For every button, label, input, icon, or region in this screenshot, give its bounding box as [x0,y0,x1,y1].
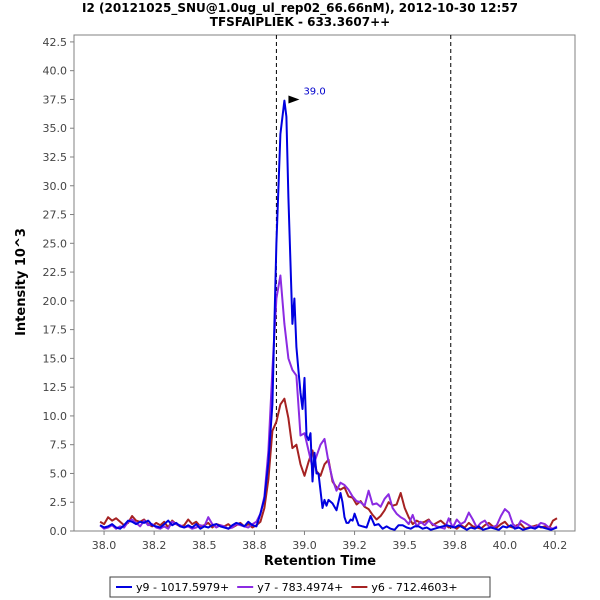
legend-entry: y7 - 783.4974+ [257,581,343,594]
x-tick-label: 38.8 [242,539,267,552]
legend: y9 - 1017.5979+ y7 - 783.4974+ y6 - 712.46… [109,576,491,598]
y-tick-label: 40.0 [43,65,68,78]
peak-annotation-label: 39.0 [303,86,325,97]
y-tick-label: 37.5 [43,93,68,106]
chart-title: I2 (20121025_SNU@1.0ug_ul_rep02_66.66nM)… [82,1,518,16]
y-tick-label: 30.0 [43,180,68,193]
y-tick-label: 25.0 [43,237,68,250]
y-tick-label: 17.5 [43,324,68,337]
series-line-y9 [99,99,558,531]
x-tick-label: 39.0 [292,539,317,552]
x-tick-label: 39.5 [392,539,417,552]
x-tick-label: 39.2 [342,539,367,552]
y-axis-label: Intensity 10^3 [14,228,29,336]
y-tick-label: 27.5 [43,209,68,222]
y-tick-label: 10.0 [43,410,68,423]
legend-entry: y9 - 1017.5979+ [136,581,229,594]
x-tick-label: 38.5 [192,539,217,552]
y-tick-label: 12.5 [43,381,68,394]
y-tick-label: 35.0 [43,122,68,135]
chart-subtitle: TFSFAIPLIEK - 633.3607++ [210,15,390,29]
y-tick-label: 7.5 [50,439,68,452]
y-tick-label: 5.0 [50,467,68,480]
x-axis-label: Retention Time [264,554,376,569]
legend-entry: y6 - 712.4603+ [371,581,457,594]
legend-box [109,576,491,598]
peak-marker-icon [288,95,300,104]
y-tick-label: 15.0 [43,352,68,365]
plot-area: 0.0 2.5 5.0 7.5 10.0 12.5 15.0 17.5 20.0 22.5 25.0… [43,34,576,552]
y-tick-label: 2.5 [50,496,68,509]
x-tick-label: 38.2 [142,539,167,552]
y-tick-label: 20.0 [43,295,68,308]
plot-frame [73,34,576,532]
x-tick-label: 40.0 [493,539,518,552]
x-tick-label: 39.8 [443,539,468,552]
x-tick-label: 38.0 [92,539,117,552]
x-tick-label: 40.2 [543,539,568,552]
y-tick-label: 0.0 [50,525,68,538]
y-tick-label: 32.5 [43,151,68,164]
y-tick-label: 22.5 [43,266,68,279]
y-tick-label: 42.5 [43,36,68,49]
